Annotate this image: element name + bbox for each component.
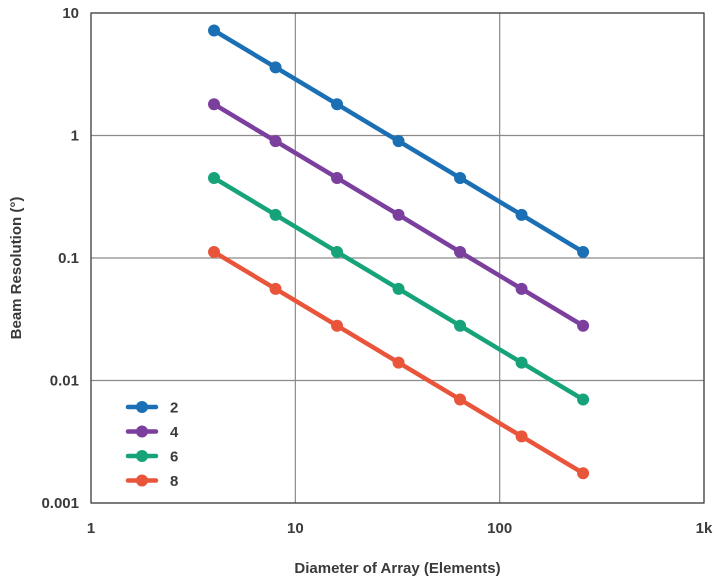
legend: 2 4 6 8 bbox=[125, 400, 179, 490]
series-6 bbox=[208, 171, 590, 406]
data-point bbox=[454, 319, 467, 332]
legend-swatch-marker bbox=[136, 425, 148, 438]
series-2 bbox=[208, 24, 590, 258]
plot-frame bbox=[90, 12, 705, 504]
tick-labels: 1 10 100 1k 10 1 0.1 0.01 0.001 bbox=[41, 5, 713, 537]
x-tick-label: 10 bbox=[287, 520, 304, 537]
data-point bbox=[208, 171, 221, 184]
data-point bbox=[331, 98, 344, 111]
data-point bbox=[331, 319, 344, 332]
y-axis-title: Beam Resolution (°) bbox=[8, 197, 25, 340]
y-tick-label: 10 bbox=[62, 5, 79, 22]
data-point bbox=[392, 282, 405, 295]
legend-item: 8 bbox=[125, 473, 178, 490]
data-point bbox=[269, 61, 282, 74]
legend-swatch-marker bbox=[136, 401, 148, 413]
x-tick-label: 1k bbox=[696, 520, 713, 537]
legend-label: 4 bbox=[170, 424, 179, 441]
data-point bbox=[577, 393, 590, 406]
data-point bbox=[515, 208, 528, 221]
data-point bbox=[331, 171, 344, 184]
series-layer bbox=[208, 24, 590, 480]
series-8 bbox=[208, 245, 590, 480]
data-point bbox=[208, 98, 221, 111]
legend-item: 2 bbox=[125, 400, 178, 417]
y-tick-label: 0.01 bbox=[50, 373, 79, 390]
y-tick-label: 0.1 bbox=[58, 250, 79, 267]
y-tick-label: 0.001 bbox=[41, 495, 79, 512]
data-point bbox=[331, 245, 344, 258]
data-point bbox=[515, 430, 528, 443]
y-tick-label: 1 bbox=[71, 128, 79, 145]
data-point bbox=[515, 356, 528, 369]
legend-item: 4 bbox=[125, 424, 179, 441]
legend-label: 2 bbox=[170, 400, 178, 417]
data-point bbox=[577, 467, 590, 480]
data-point bbox=[454, 393, 467, 406]
legend-item: 6 bbox=[125, 449, 178, 466]
data-point bbox=[392, 356, 405, 369]
grid bbox=[90, 12, 705, 504]
legend-label: 8 bbox=[170, 473, 178, 490]
x-tick-label: 1 bbox=[87, 520, 95, 537]
data-point bbox=[577, 245, 590, 258]
data-point bbox=[269, 135, 282, 148]
x-tick-label: 100 bbox=[487, 520, 512, 537]
data-point bbox=[269, 282, 282, 295]
data-point bbox=[392, 135, 405, 148]
data-point bbox=[269, 208, 282, 221]
data-point bbox=[577, 319, 590, 332]
legend-label: 6 bbox=[170, 449, 178, 466]
legend-swatch-marker bbox=[136, 450, 148, 462]
data-point bbox=[392, 208, 405, 221]
data-point bbox=[454, 171, 467, 184]
data-point bbox=[208, 24, 221, 37]
data-point bbox=[515, 282, 528, 295]
data-point bbox=[454, 245, 467, 258]
series-4 bbox=[208, 98, 590, 332]
legend-swatch-marker bbox=[136, 474, 148, 487]
data-point bbox=[208, 245, 221, 258]
x-axis-title: Diameter of Array (Elements) bbox=[294, 560, 500, 577]
